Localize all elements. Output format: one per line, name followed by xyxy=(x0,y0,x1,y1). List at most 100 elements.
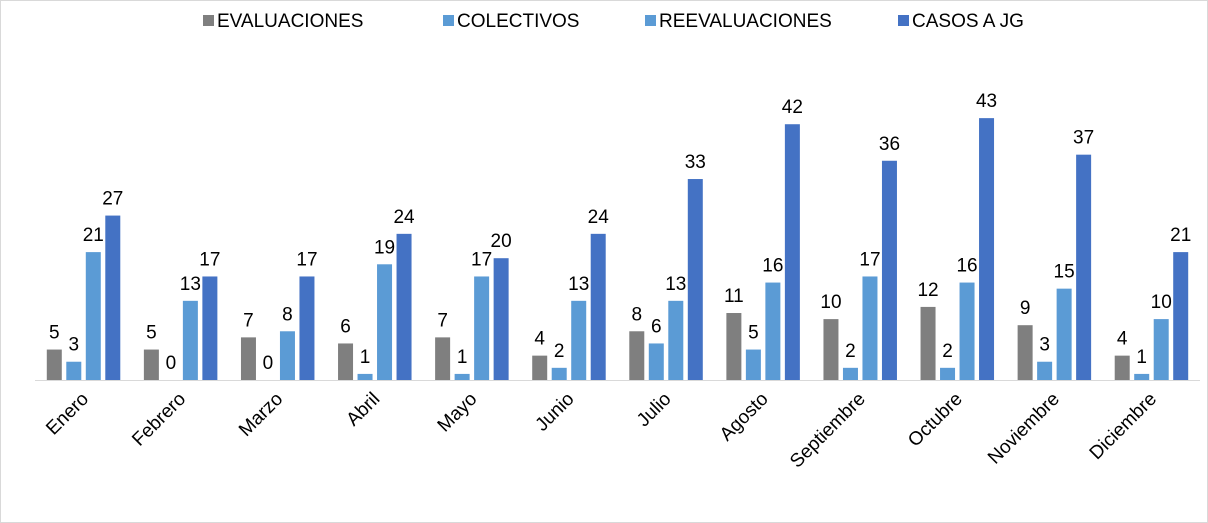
data-label: 7 xyxy=(437,310,448,331)
legend-label: CASOS A JG xyxy=(912,11,1024,32)
data-label: 17 xyxy=(471,249,492,270)
bar xyxy=(862,276,878,380)
data-label: 13 xyxy=(180,274,201,295)
bar xyxy=(299,276,315,380)
data-label: 4 xyxy=(1117,329,1128,350)
data-label: 1 xyxy=(457,347,468,368)
data-label: 16 xyxy=(956,256,977,277)
legend-swatch xyxy=(443,15,454,26)
data-label: 3 xyxy=(1039,335,1050,356)
bar xyxy=(687,179,703,380)
data-label: 17 xyxy=(199,249,220,270)
bar xyxy=(629,331,645,380)
bar xyxy=(1037,361,1053,380)
data-label: 1 xyxy=(1136,347,1147,368)
bar xyxy=(454,373,470,380)
data-label: 13 xyxy=(665,274,686,295)
data-label: 24 xyxy=(588,207,610,228)
data-label: 1 xyxy=(360,347,371,368)
data-label: 17 xyxy=(859,249,880,270)
bar xyxy=(979,118,995,380)
legend-label: EVALUACIONES xyxy=(217,11,363,32)
data-label: 3 xyxy=(69,335,80,356)
data-label: 10 xyxy=(1151,292,1172,313)
data-label: 9 xyxy=(1020,298,1031,319)
data-label: 7 xyxy=(243,310,254,331)
data-label: 16 xyxy=(762,256,783,277)
data-label: 20 xyxy=(491,231,512,252)
bar xyxy=(784,124,800,380)
bar xyxy=(532,355,548,380)
bar xyxy=(959,282,975,380)
data-label: 37 xyxy=(1073,128,1094,149)
data-label: 13 xyxy=(568,274,589,295)
bar xyxy=(435,337,451,380)
data-label: 42 xyxy=(782,97,803,118)
legend-label: REEVALUACIONES xyxy=(659,11,832,32)
data-label: 21 xyxy=(83,225,104,246)
bar xyxy=(842,367,858,380)
bar xyxy=(726,313,742,380)
bar xyxy=(1017,325,1033,380)
bar xyxy=(920,306,936,380)
bar xyxy=(105,215,121,380)
bar xyxy=(182,300,198,380)
data-label: 5 xyxy=(49,323,60,344)
bar xyxy=(571,300,587,380)
data-label: 2 xyxy=(942,341,953,362)
data-label: 6 xyxy=(651,316,662,337)
bar xyxy=(357,373,373,380)
bar xyxy=(590,233,606,380)
data-label: 8 xyxy=(282,304,293,325)
bar xyxy=(46,349,62,380)
data-label: 27 xyxy=(102,189,123,210)
bar xyxy=(202,276,218,380)
bar xyxy=(823,319,839,380)
data-label: 2 xyxy=(845,341,856,362)
data-label: 6 xyxy=(340,316,351,337)
data-label: 43 xyxy=(976,91,997,112)
data-label: 0 xyxy=(166,353,177,374)
bar xyxy=(85,252,101,380)
data-label: 33 xyxy=(685,152,706,173)
bar xyxy=(1173,252,1189,380)
bar xyxy=(1134,373,1150,380)
legend-swatch xyxy=(898,15,909,26)
data-label: 5 xyxy=(146,323,157,344)
data-label: 36 xyxy=(879,134,900,155)
bar xyxy=(279,331,295,380)
bar xyxy=(881,160,897,380)
bar xyxy=(940,367,956,380)
bar xyxy=(648,343,664,380)
data-label: 0 xyxy=(263,353,274,374)
legend-label: COLECTIVOS xyxy=(457,11,579,32)
data-label: 19 xyxy=(374,237,395,258)
data-label: 24 xyxy=(393,207,415,228)
bar xyxy=(66,361,82,380)
data-label: 12 xyxy=(917,280,938,301)
bar xyxy=(765,282,781,380)
data-label: 21 xyxy=(1170,225,1191,246)
data-label: 8 xyxy=(632,304,643,325)
data-label: 11 xyxy=(724,286,744,307)
legend-swatch xyxy=(645,15,656,26)
bar xyxy=(474,276,490,380)
bar xyxy=(338,343,354,380)
data-label: 17 xyxy=(296,249,317,270)
bar xyxy=(240,337,256,380)
data-label: 4 xyxy=(534,329,545,350)
bar xyxy=(745,349,761,380)
bar xyxy=(1114,355,1130,380)
legend-swatch xyxy=(203,15,214,26)
bar xyxy=(551,367,567,380)
data-label: 15 xyxy=(1054,262,1075,283)
bar xyxy=(668,300,684,380)
data-label: 5 xyxy=(748,323,759,344)
bar xyxy=(377,264,393,380)
bar xyxy=(143,349,159,380)
bar xyxy=(1153,319,1169,380)
bar xyxy=(396,233,412,380)
data-label: 10 xyxy=(820,292,841,313)
bar xyxy=(1056,288,1072,380)
